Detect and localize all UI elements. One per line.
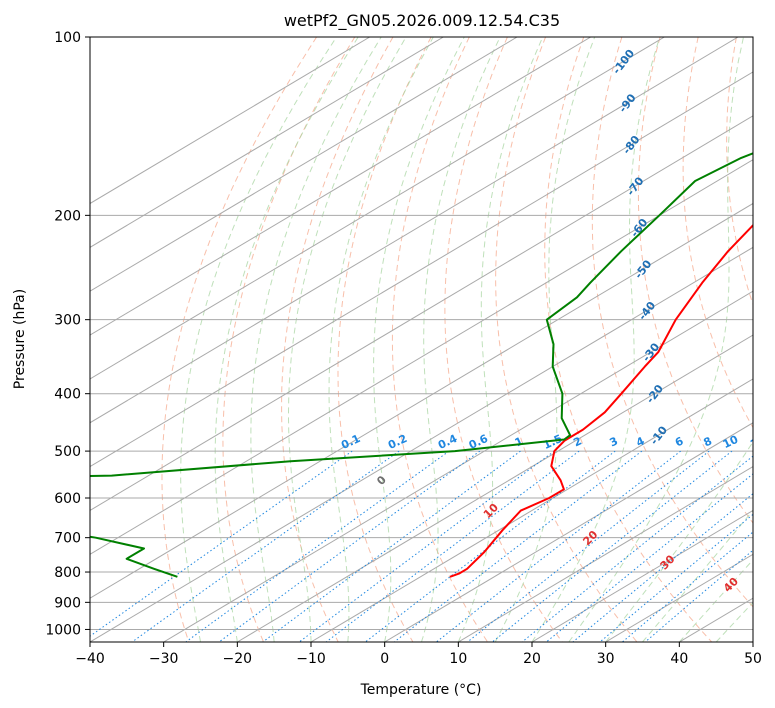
dry-adiabat	[591, 37, 753, 608]
isotherm	[90, 37, 370, 205]
isotherm	[90, 202, 753, 599]
plot-background	[90, 37, 753, 642]
moist-adiabat	[605, 441, 753, 642]
dry-adiabat	[682, 37, 753, 429]
isotherm	[752, 641, 753, 642]
mixing-ratio-line	[467, 450, 710, 642]
chart-title: wetPf2_GN05.2026.009.12.54.C35	[284, 11, 560, 31]
x-tick-label: −20	[223, 651, 253, 667]
dry-adiabat	[495, 37, 638, 642]
isotherm	[90, 71, 753, 468]
isotherm	[384, 422, 753, 642]
moist-adiabat	[373, 37, 465, 642]
moist-adiabat	[531, 37, 661, 642]
dewpoint-profile	[90, 152, 753, 578]
moist-adiabat	[457, 37, 544, 642]
y-tick-label: 100	[54, 30, 81, 46]
isotherm	[458, 466, 753, 642]
y-tick-label: 600	[54, 491, 81, 507]
y-tick-label: 1000	[45, 622, 81, 638]
dry-adiabat	[726, 37, 753, 306]
x-tick-label: −10	[296, 651, 326, 667]
x-tick-label: 20	[523, 651, 541, 667]
background-lines	[90, 37, 775, 642]
moist-adiabat	[250, 37, 382, 642]
moist-adiabat	[214, 37, 359, 642]
y-tick-label: 400	[54, 387, 81, 403]
dry-adiabat	[444, 37, 563, 642]
moist-adiabat	[180, 37, 337, 642]
isotherm	[163, 290, 753, 642]
mixing-ratio-line	[325, 450, 580, 642]
x-tick-label: 10	[449, 651, 467, 667]
y-tick-label: 900	[54, 595, 81, 611]
y-tick-label: 300	[54, 313, 81, 329]
moist-adiabat	[642, 509, 753, 642]
isotherm	[90, 37, 518, 292]
plot-frame	[89, 36, 754, 643]
moist-adiabat	[568, 37, 744, 642]
isotherm	[90, 37, 739, 424]
isotherm	[531, 509, 753, 642]
temperature-profile	[449, 223, 753, 578]
y-tick-label: 200	[54, 208, 81, 224]
y-tick-label: 800	[54, 565, 81, 581]
mixing-ratio-line	[521, 455, 753, 642]
mixing-ratio-line	[131, 450, 400, 642]
x-tick-label: −40	[75, 651, 105, 667]
mixing-ratio-label: 10	[721, 433, 741, 451]
x-tick-label: −30	[149, 651, 179, 667]
dry-adiabat	[337, 37, 432, 642]
mixing-ratio-line	[298, 450, 555, 642]
isotherm	[90, 246, 753, 642]
isotherm	[310, 378, 753, 642]
y-axis-label: Pressure (hPa)	[12, 289, 28, 389]
dry-adiabat	[637, 37, 753, 524]
dry-adiabat	[544, 37, 713, 642]
y-tick-label: 700	[54, 531, 81, 547]
mixing-ratio-line	[393, 450, 643, 642]
mixing-ratio-line	[90, 450, 353, 637]
y-tick-label: 500	[54, 444, 81, 460]
x-tick-label: 50	[744, 651, 762, 667]
moist-adiabat	[328, 37, 434, 642]
axes: −40 −30 −20 −10 0 10 20 30 40 50 100 200 300 400 500 60…	[45, 30, 762, 667]
isotherm	[237, 334, 753, 642]
x-tick-label: 40	[670, 651, 688, 667]
profiles	[90, 152, 753, 578]
mixing-ratio-line	[622, 531, 753, 642]
x-tick-label: 30	[597, 651, 615, 667]
isotherm	[90, 37, 591, 336]
x-axis-label: Temperature (°C)	[360, 682, 482, 698]
dry-adiabat	[769, 37, 775, 642]
mixing-ratio-line	[262, 450, 521, 642]
isotherm	[90, 37, 665, 380]
mixing-ratio-label: 13	[748, 433, 767, 451]
mixing-ratio-label: 16	[770, 433, 775, 451]
dry-adiabat	[281, 37, 394, 642]
dry-adiabat	[391, 37, 489, 642]
isotherm	[90, 37, 444, 248]
dry-adiabat	[161, 37, 318, 642]
mixing-ratio-line	[364, 450, 616, 642]
dry-adiabat	[222, 37, 356, 642]
x-tick-label: 0	[380, 651, 389, 667]
isotherm	[90, 115, 753, 512]
mixing-ratio-line	[545, 473, 753, 642]
moist-adiabat	[421, 37, 501, 642]
